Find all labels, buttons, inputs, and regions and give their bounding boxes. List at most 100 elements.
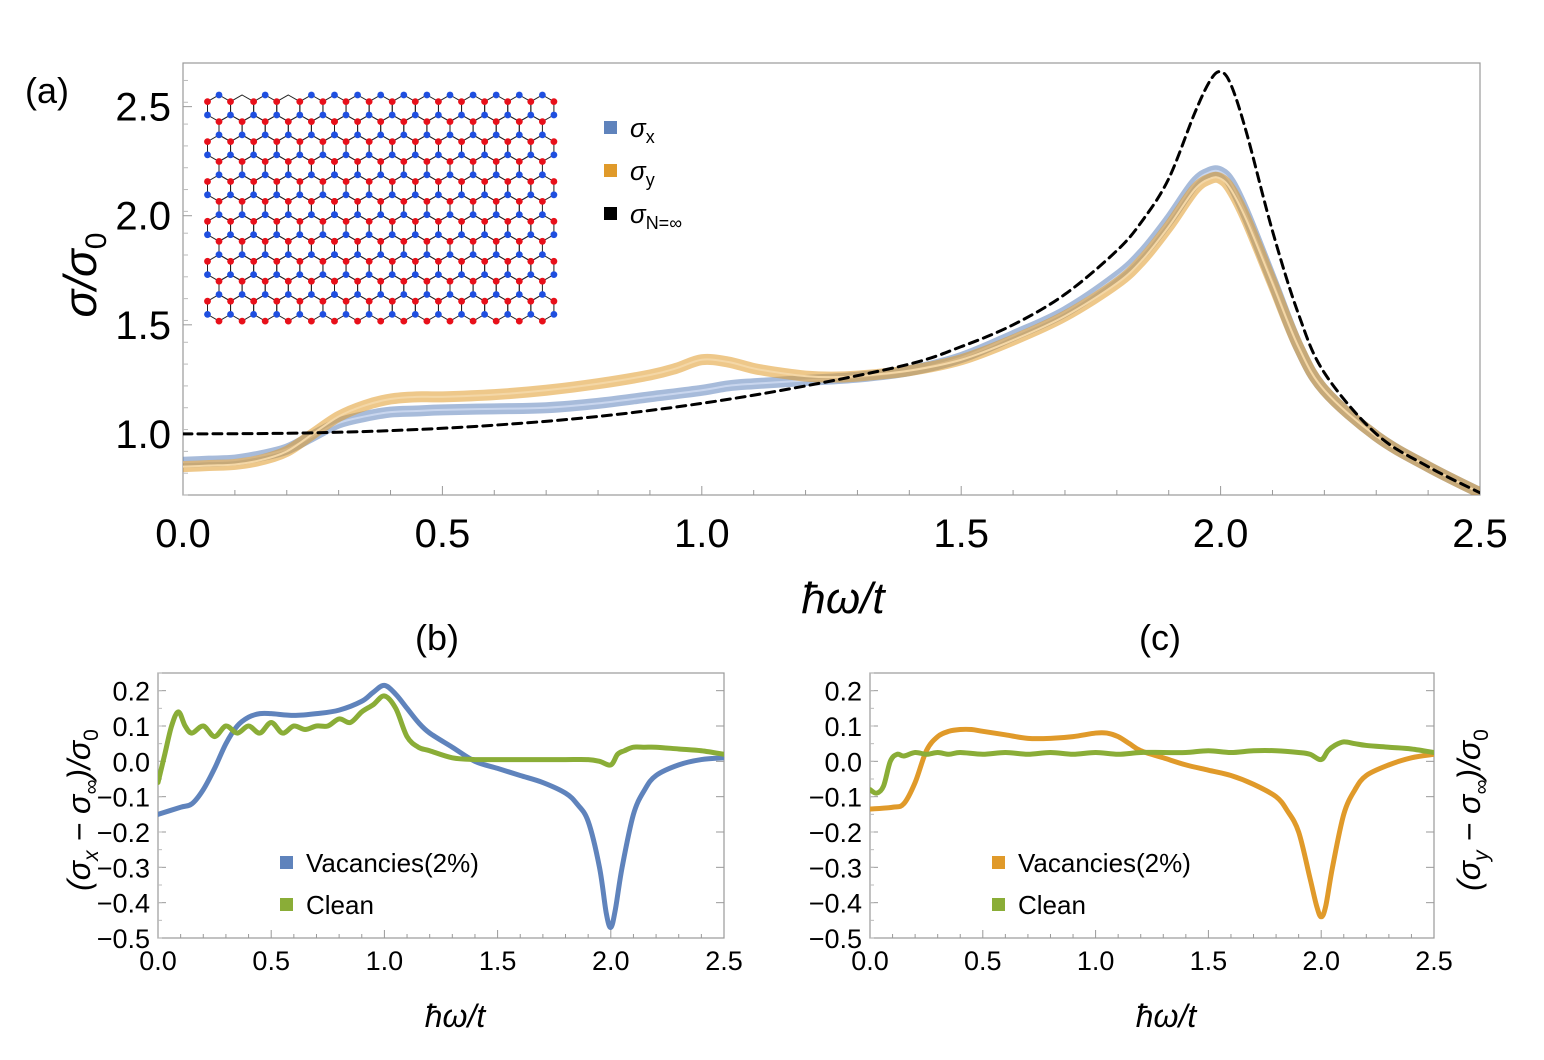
lattice-site-a xyxy=(261,211,269,219)
legend-label-clean-b: Clean xyxy=(306,890,374,920)
lattice-hexagon xyxy=(253,254,278,282)
lattice-site-b xyxy=(296,178,304,185)
lattice-site-a xyxy=(388,271,396,278)
lattice-hexagon xyxy=(264,234,289,262)
lattice-site-a xyxy=(296,311,304,318)
lattice-site-b xyxy=(296,98,304,105)
lattice-hexagon xyxy=(230,293,255,322)
lattice-site-a xyxy=(423,131,431,139)
lattice-site-b xyxy=(492,118,500,125)
lattice-hexagon xyxy=(472,114,497,143)
lattice-hexagon xyxy=(368,134,393,163)
y-axis-title-c: (σy − σ∞)/σ0 xyxy=(1451,729,1493,891)
lattice-hexagon xyxy=(218,274,243,302)
lattice-site-a xyxy=(504,151,512,159)
lattice-site-b xyxy=(250,257,258,265)
lattice-site-a xyxy=(204,151,211,159)
lattice-site-a xyxy=(481,311,488,318)
lattice-site-a xyxy=(284,131,292,139)
lattice-site-a xyxy=(227,271,234,278)
panel-b-label: (b) xyxy=(415,617,459,658)
lattice-hexagon xyxy=(414,254,439,282)
lattice-site-b xyxy=(400,237,408,245)
lattice-site-b xyxy=(492,277,500,285)
panel-c: (c) 0.0 0.5 1.0 1.5 2.0 2.5 0.2 0.1 0.0 −0.1 −0.2 −… xyxy=(809,617,1493,1034)
lattice-hexagon xyxy=(345,254,370,282)
lattice-site-a xyxy=(527,191,535,199)
lattice-hexagon xyxy=(218,154,243,183)
lattice-site-a xyxy=(492,291,500,298)
lattice-site-a xyxy=(458,151,465,159)
lattice-hexagon xyxy=(276,293,301,322)
lattice-site-a xyxy=(250,311,257,318)
lattice-hexagon xyxy=(484,94,509,123)
lattice-hexagon xyxy=(484,134,509,163)
lattice-site-a xyxy=(354,171,361,179)
lattice-site-b xyxy=(365,138,373,146)
legend-label-sigma-inf: σN=∞ xyxy=(630,199,682,233)
lattice-hexagon xyxy=(357,194,382,222)
lattice-hexagon xyxy=(334,234,359,262)
y-tick-label: 0.0 xyxy=(112,747,150,777)
lattice-hexagon xyxy=(449,194,474,222)
lattice-site-b xyxy=(354,317,361,325)
lattice-site-b xyxy=(527,297,535,305)
lattice-site-b xyxy=(261,317,269,325)
lattice-site-a xyxy=(261,251,269,258)
lattice-hexagon xyxy=(472,154,497,183)
lattice-site-a xyxy=(539,131,546,139)
lattice-hexagon xyxy=(507,174,532,202)
lattice-site-a xyxy=(446,211,454,219)
lattice-site-b xyxy=(319,138,327,146)
y-axis-title-b: (σx − σ∞)/σ0 xyxy=(61,729,103,891)
lattice-hexagon xyxy=(414,214,439,242)
lattice-site-b xyxy=(273,218,281,225)
lattice-hexagon xyxy=(438,254,462,282)
lattice-site-b xyxy=(250,218,258,225)
lattice-site-b xyxy=(204,98,211,105)
lattice-site-b xyxy=(377,317,385,325)
lattice-site-a xyxy=(423,91,431,99)
lattice-site-a xyxy=(261,291,269,298)
legend-label-vacancies-b: Vacancies(2%) xyxy=(306,848,479,878)
x-tick-label: 2.0 xyxy=(592,946,630,976)
lattice-site-b xyxy=(504,257,512,265)
legend-swatch-vacancies-c xyxy=(992,856,1005,869)
lattice-site-b xyxy=(539,158,546,165)
lattice-site-b xyxy=(388,218,396,225)
lattice-hexagon xyxy=(322,134,347,163)
lattice-site-b xyxy=(365,178,373,185)
x-tick-label: 0.5 xyxy=(252,946,290,976)
lattice-site-a xyxy=(273,311,281,318)
lattice-site-a xyxy=(469,91,477,99)
lattice-site-b xyxy=(469,118,477,125)
lattice-site-a xyxy=(250,271,257,278)
lattice-hexagon xyxy=(403,154,428,183)
y-tick-label: −0.1 xyxy=(97,783,150,813)
lattice-site-a xyxy=(319,111,327,119)
lattice-site-a xyxy=(308,251,315,258)
lattice-site-b xyxy=(412,218,419,225)
lattice-site-b xyxy=(365,98,373,105)
lattice-site-a xyxy=(273,151,281,159)
lattice-site-b xyxy=(550,178,558,185)
lattice-hexagon xyxy=(530,174,555,202)
lattice-hexagon xyxy=(357,154,382,183)
lattice-site-a xyxy=(481,231,488,239)
lattice-hexagon xyxy=(518,234,543,262)
lattice-site-b xyxy=(423,317,431,325)
lattice-site-a xyxy=(423,291,431,298)
lattice-hexagon xyxy=(438,94,462,123)
lattice-site-a xyxy=(204,191,211,199)
lattice-hexagon xyxy=(230,134,255,163)
lattice-hexagon xyxy=(287,154,312,183)
lattice-site-a xyxy=(411,151,419,159)
lattice-site-b xyxy=(435,218,442,225)
lattice-site-a xyxy=(469,131,477,139)
lattice-site-b xyxy=(273,257,281,265)
lattice-site-a xyxy=(515,291,523,298)
lattice-hexagon xyxy=(322,94,347,123)
lattice-hexagon xyxy=(507,134,532,163)
lattice-hexagon xyxy=(287,274,312,302)
lattice-hexagon xyxy=(518,114,543,143)
